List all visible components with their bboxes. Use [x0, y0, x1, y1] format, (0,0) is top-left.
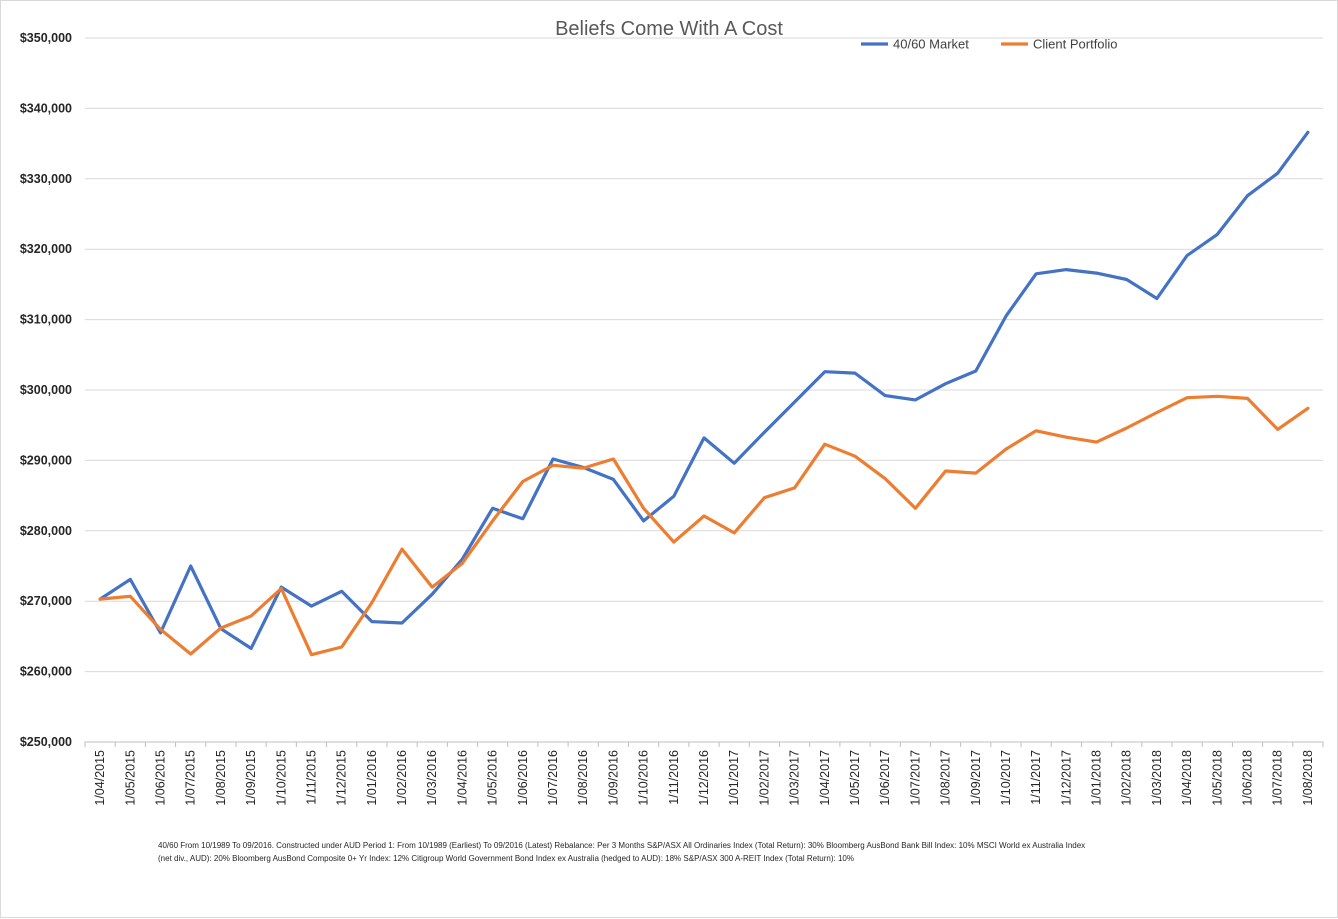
x-tick-label: 1/07/2018	[1271, 750, 1285, 806]
y-tick-label: $330,000	[20, 172, 72, 186]
footnote: 40/60 From 10/1989 To 09/2016. Construct…	[158, 840, 1238, 865]
y-tick-label: $250,000	[20, 735, 72, 749]
x-tick-label: 1/11/2016	[667, 750, 681, 805]
x-axis: 1/04/2015 1/05/2015 1/06/2015 1/07/2015 1/08…	[84, 741, 1324, 806]
chart-title: Beliefs Come With A Cost	[555, 18, 783, 40]
x-tick-label: 1/07/2015	[184, 750, 198, 806]
y-tick-label: $290,000	[20, 453, 72, 467]
x-tick-label: 1/06/2016	[516, 750, 530, 806]
x-tick-label: 1/05/2016	[486, 750, 500, 806]
y-tick-label: $310,000	[20, 313, 72, 327]
x-tick-label: 1/09/2017	[969, 750, 983, 806]
x-tick-label: 1/12/2015	[335, 750, 349, 806]
x-tick-label: 1/04/2016	[455, 750, 469, 806]
series-lines	[98, 130, 1310, 657]
x-tick-label: 1/08/2017	[939, 750, 953, 806]
y-tick-label: $280,000	[20, 524, 72, 538]
x-tick-label: 1/12/2017	[1059, 750, 1073, 806]
x-tick-label: 1/06/2017	[878, 750, 892, 806]
x-tick-label: 1/03/2016	[425, 750, 439, 806]
x-tick-label: 1/02/2016	[395, 750, 409, 806]
x-tick-label: 1/05/2018	[1210, 750, 1224, 806]
footnote-line-2: (net div., AUD): 20% Bloomberg AusBond C…	[158, 853, 854, 863]
y-tick-label: $340,000	[20, 101, 72, 115]
x-tick-label: 1/05/2015	[123, 750, 137, 806]
x-tick-label: 1/10/2015	[274, 750, 288, 806]
y-tick-label: $300,000	[20, 383, 72, 397]
y-axis: $250,000 $260,000 $270,000 $280,000 $290,000…	[20, 31, 72, 749]
legend-label-0: 40/60 Market	[893, 37, 969, 52]
y-tick-label: $350,000	[20, 31, 72, 45]
x-tick-label: 1/01/2017	[727, 750, 741, 806]
x-tick-label: 1/04/2018	[1180, 750, 1194, 806]
x-tick-label: 1/03/2018	[1150, 750, 1164, 806]
x-tick-label: 1/12/2016	[697, 750, 711, 806]
x-tick-label: 1/02/2017	[757, 750, 771, 806]
x-tick-label: 1/04/2015	[93, 750, 107, 806]
series-line-client-portfolio	[98, 394, 1310, 657]
x-tick-label: 1/02/2018	[1120, 750, 1134, 806]
y-tick-label: $320,000	[20, 242, 72, 256]
x-tick-label: 1/09/2015	[244, 750, 258, 806]
legend-label-1: Client Portfolio	[1033, 37, 1118, 52]
x-tick-label: 1/05/2017	[848, 750, 862, 806]
x-tick-label: 1/10/2016	[637, 750, 651, 806]
x-tick-label: 1/06/2015	[153, 750, 167, 806]
x-tick-label: 1/07/2017	[908, 750, 922, 806]
x-tick-label: 1/08/2015	[214, 750, 228, 806]
x-tick-label: 1/06/2018	[1241, 750, 1255, 806]
y-tick-label: $270,000	[20, 594, 72, 608]
y-tick-label: $260,000	[20, 665, 72, 679]
x-tick-label: 1/07/2016	[546, 750, 560, 806]
x-tick-label: 1/11/2015	[304, 750, 318, 805]
x-tick-label: 1/08/2016	[576, 750, 590, 806]
x-tick-label: 1/10/2017	[999, 750, 1013, 806]
x-tick-label: 1/01/2016	[365, 750, 379, 806]
legend: 40/60 Market Client Portfolio	[861, 37, 1118, 52]
x-tick-label: 1/08/2018	[1301, 750, 1315, 806]
x-tick-label: 1/09/2016	[606, 750, 620, 806]
x-tick-label: 1/11/2017	[1029, 750, 1043, 805]
x-tick-label: 1/04/2017	[818, 750, 832, 806]
gridlines	[85, 37, 1323, 673]
footnote-line-1: 40/60 From 10/1989 To 09/2016. Construct…	[158, 841, 1086, 850]
x-tick-label: 1/01/2018	[1090, 750, 1104, 806]
series-line-market	[98, 130, 1310, 651]
x-tick-label: 1/03/2017	[788, 750, 802, 806]
